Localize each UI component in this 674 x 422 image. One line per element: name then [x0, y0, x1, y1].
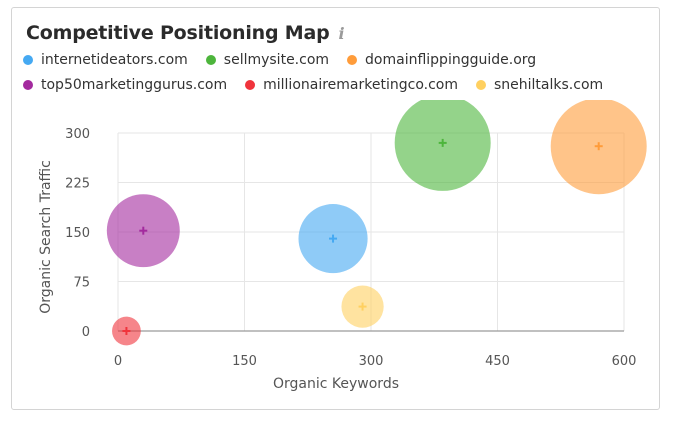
y-tick-label: 150	[65, 226, 90, 241]
legend-swatch	[347, 55, 358, 65]
bubble-center-marker	[122, 327, 131, 335]
legend-row-2: top50marketinggurus.com millionairemarke…	[23, 77, 621, 93]
legend-item-snehiltalks[interactable]: snehiltalks.com	[476, 77, 603, 93]
chart-title: Competitive Positioning Map	[26, 22, 330, 44]
bubble-center-marker	[329, 234, 338, 243]
legend-item-top50marketinggurus[interactable]: top50marketinggurus.com	[23, 77, 227, 93]
legend-row-1: internetideators.com sellmysite.com doma…	[23, 52, 554, 68]
legend-item-internetideators[interactable]: internetideators.com	[23, 52, 188, 68]
y-tick-label: 300	[65, 127, 90, 142]
gridlines	[117, 132, 625, 332]
x-tick-label: 300	[359, 354, 384, 369]
y-tick-label: 75	[73, 276, 90, 291]
x-axis-label: Organic Keywords	[273, 376, 399, 392]
legend-swatch	[23, 55, 33, 65]
y-tick-label: 0	[82, 325, 90, 340]
chart-header: Competitive Positioning Map i	[26, 22, 345, 44]
legend-swatch	[205, 55, 216, 65]
y-axis-label: Organic Search Traffic	[38, 160, 54, 314]
legend-label: domainflippingguide.org	[365, 52, 537, 68]
axis-ticks: 0 150 300 450 600 0 75 150 225 300	[65, 127, 636, 369]
bubble-center-marker	[438, 138, 447, 147]
legend-item-millionairemarketingco[interactable]: millionairemarketingco.com	[245, 77, 458, 93]
bubble-center-marker	[358, 302, 367, 311]
info-icon[interactable]: i	[338, 23, 345, 43]
legend-label: snehiltalks.com	[494, 77, 604, 93]
x-tick-label: 600	[612, 354, 637, 369]
bubbles	[106, 100, 647, 346]
legend-label: sellmysite.com	[223, 52, 330, 68]
legend-swatch	[476, 80, 486, 90]
legend-item-sellmysite[interactable]: sellmysite.com	[205, 52, 330, 68]
legend-label: top50marketinggurus.com	[41, 77, 228, 93]
legend-swatch	[245, 80, 256, 90]
x-tick-label: 0	[114, 354, 122, 369]
bubble-center-marker	[594, 142, 603, 151]
legend-label: millionairemarketingco.com	[263, 77, 458, 93]
bubble-center-marker	[139, 226, 148, 235]
legend-label: internetideators.com	[41, 52, 188, 68]
legend-swatch	[23, 80, 33, 90]
legend-item-domainflippingguide[interactable]: domainflippingguide.org	[347, 52, 536, 68]
x-tick-label: 150	[232, 354, 257, 369]
x-tick-label: 450	[485, 354, 510, 369]
y-tick-label: 225	[65, 177, 90, 192]
